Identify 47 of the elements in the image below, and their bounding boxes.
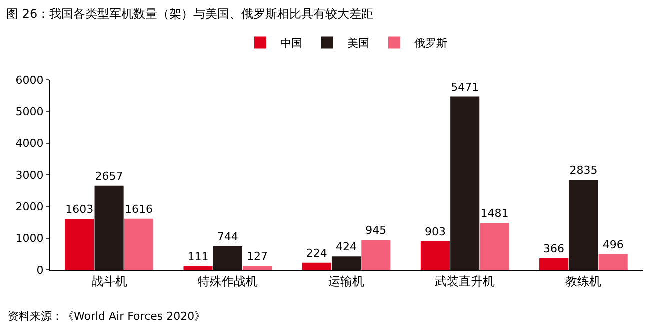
bar (362, 240, 391, 270)
data-label: 2835 (570, 164, 598, 178)
bar (213, 246, 242, 270)
data-label: 5471 (451, 80, 480, 94)
bar (598, 254, 628, 270)
x-tick-label: 教练机 (566, 274, 602, 288)
bar (420, 241, 450, 270)
data-label: 224 (306, 246, 328, 260)
y-tick-label: 6000 (16, 74, 44, 87)
legend-label: 美国 (348, 36, 370, 50)
y-tick-label: 2000 (16, 200, 44, 214)
bar (94, 186, 124, 270)
bar (480, 223, 510, 270)
y-tick-label: 5000 (16, 106, 44, 119)
data-label: 496 (602, 238, 624, 252)
legend-label: 中国 (280, 36, 302, 50)
y-tick-label: 4000 (16, 137, 44, 150)
data-label: 366 (544, 242, 565, 256)
y-tick-label: 3000 (16, 168, 44, 182)
x-tick-label: 武装直升机 (435, 274, 496, 288)
text: 资料来源：《World Air Forces 2020》 (8, 310, 206, 322)
y-tick-label: 0 (36, 264, 44, 277)
data-label: 1603 (66, 203, 94, 216)
x-tick-label: 特殊作战机 (198, 274, 258, 288)
chart-title: 图 26：我国各类型军机数量（架）与美国、俄罗斯相比具有较大差距 (6, 7, 374, 22)
bar (124, 218, 154, 270)
bar (450, 96, 480, 270)
bar (65, 219, 94, 270)
bar (332, 256, 362, 270)
bar (302, 262, 332, 270)
data-label: 127 (247, 250, 268, 263)
data-label: 2657 (95, 170, 124, 183)
data-label: 1481 (480, 207, 509, 220)
x-tick-label: 运输机 (328, 274, 364, 288)
y-tick-label: 1000 (16, 232, 44, 246)
legend-label: 俄罗斯 (414, 36, 448, 50)
data-label: 744 (217, 230, 238, 244)
bar (569, 180, 598, 270)
data-label: 111 (188, 250, 209, 264)
bar (540, 258, 569, 270)
data-label: 903 (424, 225, 446, 238)
data-label: 1616 (124, 202, 153, 216)
x-tick-label: 战斗机 (91, 274, 128, 288)
bar (243, 266, 272, 270)
data-label: 424 (336, 240, 357, 254)
data-label: 945 (366, 224, 387, 238)
bar (184, 266, 213, 270)
